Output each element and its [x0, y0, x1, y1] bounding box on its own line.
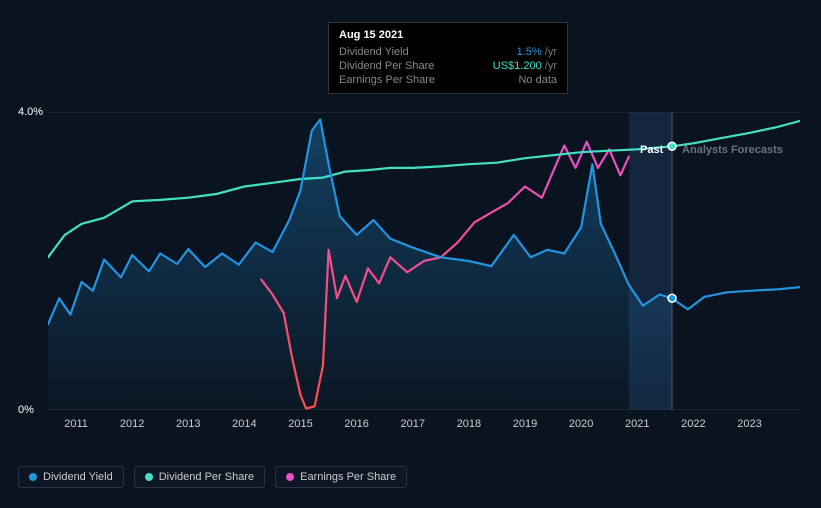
legend-label: Dividend Yield [43, 471, 113, 483]
tooltip-row: Earnings Per Share No data [339, 73, 557, 87]
legend-item[interactable]: Earnings Per Share [275, 466, 407, 488]
tooltip-row-value: No data [518, 74, 557, 86]
legend-dot [145, 473, 153, 481]
dividend_per_share-line [48, 121, 800, 257]
y-axis-tick: 0% [18, 404, 34, 416]
y-axis-tick: 4.0% [18, 106, 43, 118]
x-axis-tick: 2014 [232, 418, 256, 430]
x-axis-tick: 2018 [457, 418, 481, 430]
x-axis-tick: 2012 [120, 418, 144, 430]
x-axis: 2011 2012 2013 2014 2015 2016 2017 2018 2019 2020… [48, 418, 800, 438]
tooltip-row-label: Dividend Per Share [339, 60, 434, 72]
past-label: Past [640, 144, 663, 156]
legend-dot [29, 473, 37, 481]
tooltip-date: Aug 15 2021 [339, 29, 557, 41]
x-axis-tick: 2015 [288, 418, 312, 430]
legend-dot [286, 473, 294, 481]
tooltip-row: Dividend Per Share US$1.200 /yr [339, 59, 557, 73]
x-axis-tick: 2020 [569, 418, 593, 430]
chart-legend: Dividend Yield Dividend Per Share Earnings… [18, 466, 407, 488]
tooltip-row-value: US$1.200 /yr [493, 60, 557, 72]
chart-tooltip: Aug 15 2021 Dividend Yield1.5% /yrDivide… [328, 22, 568, 94]
legend-item[interactable]: Dividend Per Share [134, 466, 265, 488]
x-axis-tick: 2019 [513, 418, 537, 430]
legend-label: Dividend Per Share [159, 471, 254, 483]
dividend-chart: Aug 15 2021 Dividend Yield1.5% /yrDivide… [0, 0, 821, 508]
x-axis-tick: 2023 [737, 418, 761, 430]
tooltip-row-label: Earnings Per Share [339, 74, 435, 86]
series-marker [668, 142, 676, 150]
tooltip-row: Dividend Yield 1.5% /yr [339, 45, 557, 59]
tooltip-row-value: 1.5% /yr [517, 46, 557, 58]
legend-label: Earnings Per Share [300, 471, 396, 483]
series-marker [668, 294, 676, 302]
x-axis-tick: 2013 [176, 418, 200, 430]
legend-item[interactable]: Dividend Yield [18, 466, 124, 488]
x-axis-tick: 2016 [344, 418, 368, 430]
x-axis-tick: 2011 [64, 418, 88, 430]
forecast-label: Analysts Forecasts [682, 144, 783, 156]
x-axis-tick: 2017 [401, 418, 425, 430]
plot-area[interactable] [48, 112, 800, 410]
x-axis-tick: 2022 [681, 418, 705, 430]
x-axis-tick: 2021 [625, 418, 649, 430]
tooltip-row-label: Dividend Yield [339, 46, 409, 58]
